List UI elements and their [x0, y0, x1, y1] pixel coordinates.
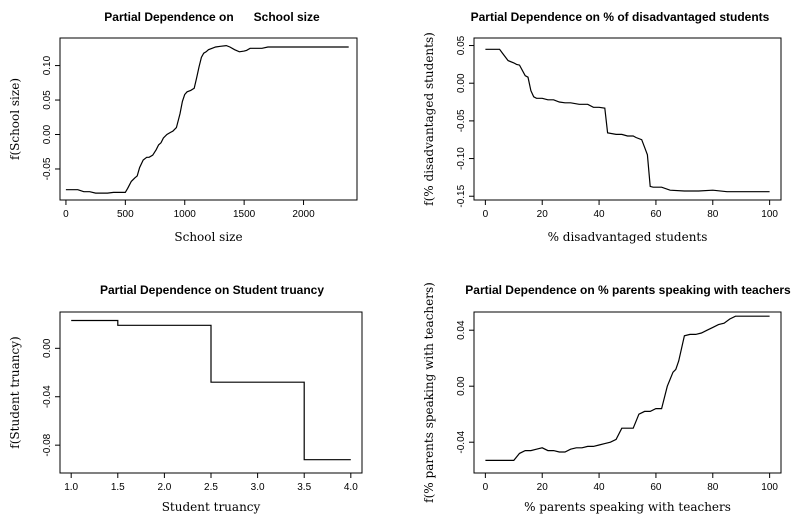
y-tick-label: -0.05: [42, 157, 53, 180]
x-tick-label: 0: [63, 209, 69, 220]
x-tick-label: 40: [594, 482, 606, 493]
x-tick-label: 4.0: [344, 482, 358, 493]
y-tick-label: -0.04: [42, 385, 53, 408]
chart-panel-2: Partial Dependence on % of disadvantaged…: [422, 10, 782, 244]
x-tick-label: 40: [594, 209, 606, 220]
x-tick-label: 80: [707, 482, 719, 493]
y-tick-label: 0.00: [42, 124, 53, 144]
y-tick-label: 0.00: [456, 376, 467, 396]
y-tick-label: 0.00: [42, 338, 53, 358]
x-tick-label: 80: [707, 209, 719, 220]
x-axis-label: School size: [174, 230, 242, 244]
chart-title: Partial Dependence on % parents speaking…: [465, 283, 791, 297]
x-tick-label: 1500: [233, 209, 256, 220]
y-tick-label: -0.15: [456, 184, 467, 207]
chart-panel-3: Partial Dependence on Student truancy 1.0…: [8, 283, 363, 514]
x-tick-label: 2000: [292, 209, 315, 220]
y-tick-label: -0.05: [456, 109, 467, 132]
chart-panel-4: Partial Dependence on % parents speaking…: [422, 282, 791, 514]
y-tick-label: -0.04: [456, 430, 467, 453]
plot-frame: [473, 37, 782, 201]
y-tick-label: 0.10: [42, 55, 53, 75]
x-tick-label: 3.5: [297, 482, 311, 493]
y-tick-label: 0.05: [42, 90, 53, 110]
x-tick-label: 1.5: [111, 482, 125, 493]
x-tick-label: 100: [761, 209, 778, 220]
x-axis-label: Student truancy: [162, 500, 261, 514]
y-tick-label: 0.05: [456, 35, 467, 55]
partial-dependence-line: [65, 44, 349, 194]
x-tick-label: 0: [483, 209, 489, 220]
partial-dependence-line: [485, 315, 770, 461]
y-tick-label: 0.04: [456, 320, 467, 340]
plot-frame: [59, 37, 358, 201]
chart-title: Partial Dependence on School size: [104, 10, 320, 24]
x-tick-label: 60: [650, 209, 662, 220]
x-tick-label: 20: [537, 482, 549, 493]
x-tick-label: 20: [537, 209, 549, 220]
y-axis-label: f(School size): [8, 78, 22, 160]
x-tick-label: 3.0: [251, 482, 265, 493]
x-tick-label: 60: [650, 482, 662, 493]
chart-title: Partial Dependence on Student truancy: [100, 283, 324, 297]
x-tick-label: 2.5: [204, 482, 218, 493]
partial-dependence-line: [485, 48, 770, 193]
y-axis-label: f(% disadvantaged students): [422, 32, 436, 206]
x-axis-label: % disadvantaged students: [548, 230, 708, 244]
chart-panel-1: Partial Dependence on School size 0 500 100…: [8, 10, 358, 244]
plot-frame: [473, 311, 782, 474]
y-axis-label: f(Student truancy): [8, 336, 22, 448]
y-tick-label: -0.08: [42, 433, 53, 456]
y-tick-label: 0.00: [456, 73, 467, 93]
x-axis-label: % parents speaking with teachers: [524, 500, 731, 514]
x-tick-label: 1.0: [64, 482, 78, 493]
x-tick-label: 500: [117, 209, 134, 220]
x-tick-label: 2.0: [157, 482, 171, 493]
chart-title: Partial Dependence on % of disadvantaged…: [471, 10, 770, 24]
x-tick-label: 1000: [174, 209, 197, 220]
y-tick-label: -0.10: [456, 147, 467, 170]
y-axis-label: f(% parents speaking with teachers): [422, 282, 436, 503]
x-tick-label: 0: [483, 482, 489, 493]
x-tick-label: 100: [761, 482, 778, 493]
partial-dependence-line: [71, 319, 351, 461]
